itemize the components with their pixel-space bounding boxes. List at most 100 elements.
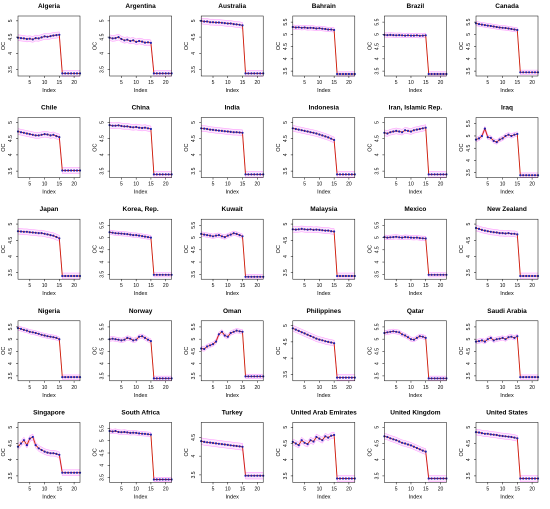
x-axis-label: Index	[409, 190, 423, 196]
data-point	[49, 35, 52, 38]
y-tick-label: 4.5	[100, 33, 106, 40]
x-tick-label: 5	[212, 283, 215, 289]
data-point	[303, 228, 306, 231]
data-point	[522, 376, 525, 379]
data-point	[114, 124, 117, 127]
data-point	[75, 471, 79, 474]
data-point	[146, 338, 150, 341]
data-point	[223, 443, 226, 446]
data-point	[392, 330, 395, 333]
y-tick-label: 3.5	[100, 271, 106, 278]
data-point	[338, 376, 342, 379]
data-point	[55, 336, 58, 339]
data-point	[415, 128, 418, 131]
data-point	[533, 376, 537, 379]
data-point	[338, 72, 342, 76]
data-point	[421, 127, 424, 130]
data-point	[318, 228, 321, 231]
y-tick-label: 5.5	[374, 18, 380, 25]
y-tick-label: 5.5	[374, 323, 380, 330]
data-point	[312, 228, 315, 231]
data-point	[235, 23, 238, 26]
data-point	[235, 232, 238, 235]
data-point	[25, 444, 28, 447]
plot-frame	[384, 320, 447, 382]
interval-lower	[292, 131, 355, 178]
data-point	[250, 474, 253, 477]
x-tick-label: 10	[408, 283, 414, 289]
data-point	[55, 135, 58, 138]
plot-frame	[200, 422, 264, 483]
y-tick-label: 4.5	[100, 348, 106, 355]
interval-lower	[292, 437, 355, 482]
y-axis-label: OC	[367, 42, 373, 50]
data-point	[321, 27, 324, 30]
data-point	[489, 24, 492, 28]
data-point	[315, 337, 318, 340]
data-point	[253, 375, 256, 378]
interval-band	[476, 21, 538, 75]
chart-panel: Kuwait 5 10 15 20 3.5 4 4.5 5 5.5 Index OC	[184, 206, 265, 297]
plot-frame	[475, 15, 539, 77]
series-line	[17, 436, 80, 474]
data-point	[209, 344, 212, 347]
interval-upper	[475, 429, 538, 476]
data-point	[238, 23, 241, 26]
interval-lower	[201, 131, 264, 178]
x-tick-label: 20	[255, 182, 261, 188]
data-point	[401, 441, 404, 444]
x-axis-label: Index	[317, 494, 331, 500]
x-tick-label: 20	[529, 486, 535, 492]
y-tick-label: 3.5	[100, 66, 106, 73]
data-point	[244, 72, 247, 75]
data-point	[321, 439, 324, 442]
series-line	[292, 26, 355, 75]
data-point	[55, 452, 58, 455]
data-point	[309, 26, 312, 29]
chart-panel: United Arab Emirates 5 10 15 20 3.5 4 4.5 5 Index…	[276, 409, 357, 500]
data-point	[46, 335, 49, 338]
data-point	[333, 138, 336, 142]
data-point	[315, 132, 318, 135]
data-point	[138, 234, 141, 237]
data-point	[123, 39, 126, 42]
chart-panel: South Africa 5 10 15 20 3.5 4 4.5 5 5.5 Index OC	[93, 409, 173, 500]
x-tick-label: 20	[255, 283, 261, 289]
data-point	[324, 135, 327, 138]
y-tick-label: 4.5	[466, 237, 472, 244]
y-tick-label: 4	[100, 52, 106, 55]
series-line	[109, 430, 172, 480]
x-tick-label: 20	[255, 486, 261, 492]
data-point	[398, 440, 401, 443]
data-point	[415, 34, 418, 37]
data-point	[164, 273, 167, 276]
data-point	[34, 37, 37, 40]
plot-frame	[17, 15, 81, 77]
data-point	[321, 339, 324, 342]
y-tick-label: 3.5	[283, 167, 289, 174]
interval-lower	[384, 439, 447, 482]
data-point	[206, 127, 209, 131]
chart-panel: China 5 10 15 20 3.5 4 4.5 5 Index OC	[93, 105, 173, 196]
y-tick-label: 4	[466, 57, 472, 60]
panel-title: Singapore	[33, 409, 65, 416]
plot-frame	[292, 117, 356, 178]
data-point	[522, 71, 525, 74]
x-tick-label: 5	[395, 385, 398, 391]
panel-title: Norway	[129, 308, 153, 315]
data-point	[61, 471, 64, 474]
interval-band	[109, 230, 172, 277]
data-point	[312, 131, 315, 134]
plot-frame	[384, 15, 447, 77]
x-axis-label: Index	[42, 88, 56, 94]
data-point	[146, 236, 150, 239]
data-point	[525, 71, 528, 74]
x-tick-label: 10	[317, 385, 323, 391]
y-tick-label: 3.5	[466, 67, 472, 74]
data-point	[244, 173, 247, 176]
data-point	[226, 234, 229, 237]
data-point	[229, 233, 232, 236]
x-tick-label: 20	[346, 385, 352, 391]
data-point	[164, 377, 167, 380]
data-point	[203, 440, 206, 443]
